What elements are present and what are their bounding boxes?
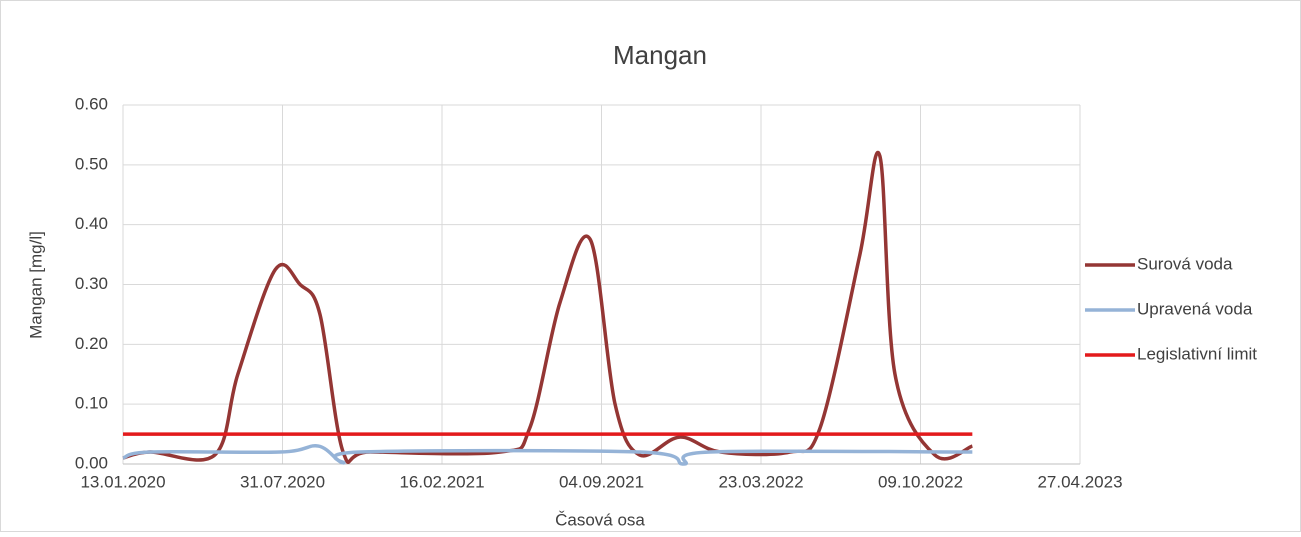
series-line	[122, 150, 974, 464]
y-axis-title: Mangan [mg/l]	[26, 231, 45, 339]
y-tick-label: 0.00	[75, 453, 108, 472]
legend-label: Surová voda	[1137, 254, 1233, 273]
x-tick-label: 04.09.2021	[559, 472, 644, 491]
y-tick-label: 0.20	[75, 334, 108, 353]
x-tick-label: 16.02.2021	[399, 472, 484, 491]
y-tick-label: 0.30	[75, 274, 108, 293]
x-tick-label: 31.07.2020	[240, 472, 325, 491]
y-tick-label: 0.10	[75, 394, 108, 413]
x-axis-title: Časová osa	[555, 510, 645, 529]
chart-title: Mangan	[613, 40, 707, 70]
legend-label: Upravená voda	[1137, 299, 1253, 318]
y-tick-label: 0.50	[75, 154, 108, 173]
y-tick-label: 0.60	[75, 94, 108, 113]
x-tick-label: 09.10.2022	[878, 472, 963, 491]
x-tick-label: 13.01.2020	[80, 472, 165, 491]
x-tick-label: 23.03.2022	[718, 472, 803, 491]
y-tick-label: 0.40	[75, 214, 108, 233]
legend-label: Legislativní limit	[1137, 344, 1257, 363]
x-tick-label: 27.04.2023	[1037, 472, 1122, 491]
series-line	[122, 444, 973, 466]
